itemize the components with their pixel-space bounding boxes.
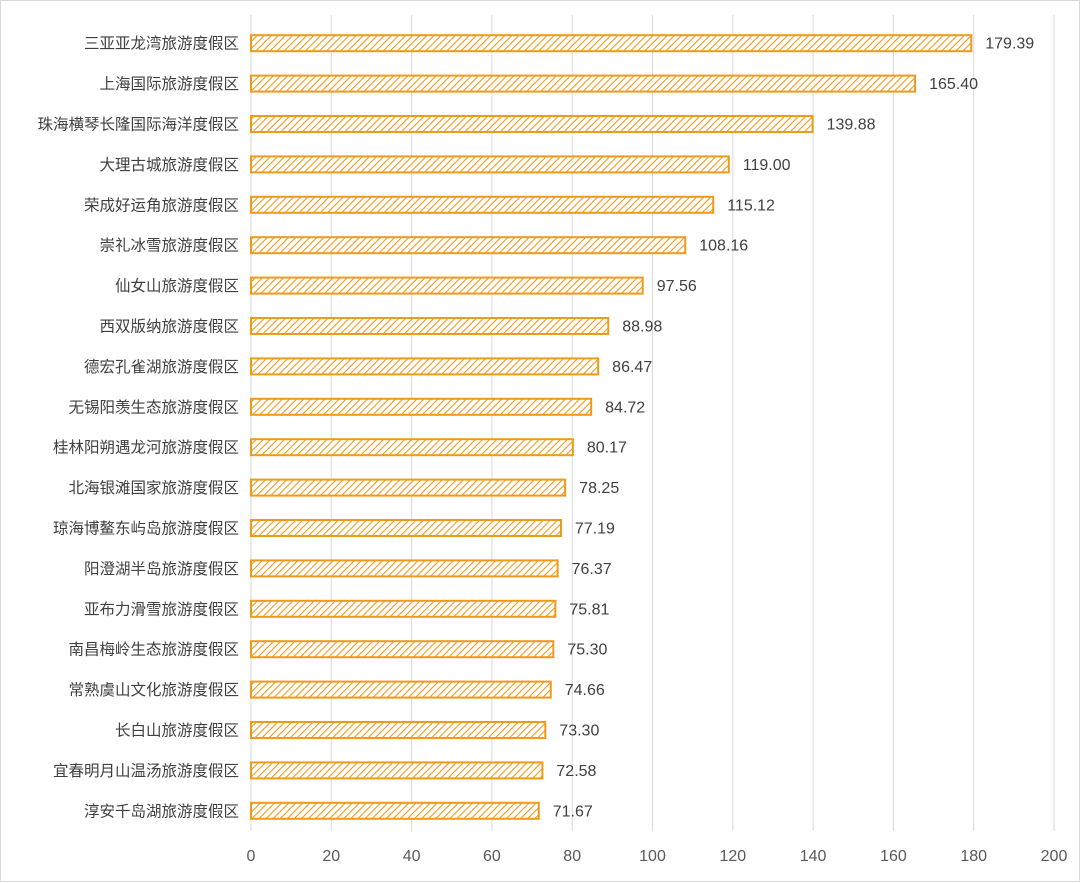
data-label: 75.30	[567, 642, 607, 659]
data-label: 76.37	[572, 561, 612, 578]
bar	[250, 195, 715, 214]
category-label: 荣成好运角旅游度假区	[84, 196, 239, 214]
data-label: 71.67	[553, 803, 593, 820]
x-tick-label: 140	[800, 848, 827, 865]
x-tick-label: 200	[1041, 848, 1068, 865]
data-label: 72.58	[556, 763, 596, 780]
data-label: 165.40	[929, 76, 978, 93]
data-label: 86.47	[612, 359, 652, 376]
bar	[250, 155, 730, 174]
x-tick-label: 0	[247, 848, 256, 865]
bar	[250, 276, 644, 295]
category-label: 无锡阳羡生态旅游度假区	[68, 398, 239, 416]
bar	[250, 317, 610, 335]
bar	[250, 761, 544, 780]
category-label: 淳安千岛湖旅游度假区	[84, 802, 239, 820]
data-label: 139.88	[827, 117, 876, 134]
category-label: 常熟虞山文化旅游度假区	[68, 681, 239, 699]
category-label: 德宏孔雀湖旅游度假区	[84, 358, 239, 376]
data-label: 73.30	[559, 723, 599, 740]
bar	[250, 236, 687, 255]
data-label: 80.17	[587, 440, 627, 457]
bar	[250, 438, 574, 457]
x-tick-label: 100	[639, 848, 666, 865]
category-label: 桂林阳朔遇龙河旅游度假区	[53, 439, 239, 457]
category-label: 阳澄湖半岛旅游度假区	[84, 560, 239, 578]
x-tick-label: 80	[563, 848, 581, 865]
bars	[250, 34, 973, 820]
x-tick-label: 20	[322, 848, 340, 865]
category-label: 崇礼冰雪旅游度假区	[99, 237, 239, 255]
bar	[250, 357, 600, 376]
data-label: 97.56	[657, 278, 697, 295]
category-label: 北海银滩国家旅游度假区	[68, 479, 239, 497]
bar	[250, 74, 917, 93]
category-label: 大理古城旅游度假区	[99, 156, 239, 174]
bar	[250, 115, 814, 133]
category-label: 珠海横琴长隆国际海洋度假区	[37, 116, 239, 134]
category-label: 长白山旅游度假区	[115, 722, 239, 740]
x-axis-ticks: 0 20 40 60 80 100 120 140 160 180 200	[247, 848, 1068, 865]
x-tick-label: 160	[880, 848, 907, 865]
data-label: 74.66	[565, 682, 605, 699]
data-label: 115.12	[727, 197, 775, 214]
data-label: 179.39	[985, 36, 1034, 53]
category-label: 西双版纳旅游度假区	[99, 318, 239, 336]
bar	[250, 478, 567, 497]
category-label: 宜春明月山温汤旅游度假区	[53, 762, 239, 780]
bar	[250, 640, 555, 659]
category-label: 亚布力滑雪旅游度假区	[84, 600, 239, 618]
value-labels: 179.39 165.40 139.88 119.00 115.12 108.16 97.5…	[553, 36, 1035, 821]
x-tick-label: 180	[960, 848, 987, 865]
data-label: 84.72	[605, 399, 645, 416]
x-tick-label: 40	[403, 848, 421, 865]
data-label: 77.19	[575, 521, 615, 538]
bar	[250, 519, 562, 537]
data-label: 75.81	[569, 601, 609, 618]
category-label: 三亚亚龙湾旅游度假区	[84, 35, 239, 53]
bar	[250, 397, 593, 416]
gridlines	[250, 15, 1055, 831]
category-labels: 三亚亚龙湾旅游度假区上海国际旅游度假区珠海横琴长隆国际海洋度假区大理古城旅游度假…	[37, 35, 239, 821]
category-label: 仙女山旅游度假区	[115, 276, 239, 295]
bar	[250, 34, 973, 53]
bar	[250, 599, 557, 618]
bar	[250, 721, 547, 739]
data-label: 119.00	[743, 157, 791, 174]
bar	[250, 801, 540, 820]
category-label: 南昌梅岭生态旅游度假区	[68, 641, 239, 659]
category-label: 上海国际旅游度假区	[99, 75, 239, 93]
x-tick-label: 60	[483, 848, 501, 865]
bar	[250, 559, 559, 578]
data-label: 88.98	[622, 319, 662, 336]
bar	[250, 680, 552, 699]
data-label: 108.16	[699, 238, 748, 255]
data-label: 78.25	[579, 480, 619, 497]
x-tick-label: 120	[719, 848, 746, 865]
category-label: 琼海博鳌东屿岛旅游度假区	[53, 520, 239, 538]
